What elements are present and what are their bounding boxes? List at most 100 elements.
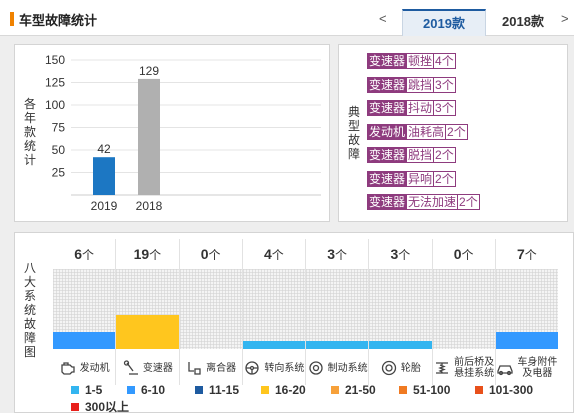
legend-label: 300以上 <box>85 400 130 413</box>
system-column[interactable]: 6个 发动机 <box>53 239 116 387</box>
system-bar-fill <box>495 332 558 349</box>
system-column[interactable]: 4个 转向系统 <box>242 239 305 387</box>
title-accent-bar <box>10 12 14 26</box>
y-tick-label: 100 <box>45 98 65 112</box>
x-tick-label: 2019 <box>91 199 118 213</box>
system-bar-fill <box>116 315 179 349</box>
legend-label: 11-15 <box>209 383 240 397</box>
bar-2018 <box>138 78 160 195</box>
legend-item: 1-5 <box>71 383 102 397</box>
prev-arrow-button[interactable]: < <box>379 11 387 26</box>
fault-name: 脱挡 <box>407 147 435 163</box>
y-tick-label: 50 <box>52 143 66 157</box>
yearly-chart-ylabel: 各年款统计 <box>23 97 36 167</box>
system-column[interactable]: 7个车身附件及电器 <box>495 239 558 387</box>
tab-2018[interactable]: 2018款 <box>502 14 544 29</box>
eight-systems-panel: 八大系统故障图 6个 发动机 19个 变速器 0个 离合器 4个 转向系统 3个 制动系统 3个 轮胎… <box>14 232 574 413</box>
fault-item[interactable]: 变速器 顿挫 4个 <box>367 53 456 69</box>
fault-name: 无法加速 <box>407 194 459 210</box>
column-divider <box>178 239 180 385</box>
system-label: 前后桥及悬挂系统 <box>433 351 495 385</box>
system-column[interactable]: 3个制动系统 <box>306 239 369 387</box>
system-bar-track <box>306 269 369 349</box>
gear-shifter-icon <box>123 360 138 375</box>
system-count-value: 3 <box>327 246 336 262</box>
y-tick-label: 125 <box>45 76 65 90</box>
fault-system: 变速器 <box>367 100 408 116</box>
clutch-pedal-icon <box>188 362 201 375</box>
legend-label: 101-300 <box>489 383 534 397</box>
fault-item[interactable]: 变速器 异响 2个 <box>367 170 456 187</box>
fault-system: 变速器 <box>367 170 408 187</box>
fault-name: 顿挫 <box>407 53 435 69</box>
system-name: 轮胎 <box>400 362 421 374</box>
legend-swatch <box>71 386 79 394</box>
fault-count: 3个 <box>434 76 456 93</box>
steering-wheel-icon <box>245 361 260 375</box>
fault-item[interactable]: 发动机 油耗高 2个 <box>367 123 468 140</box>
suspension-icon <box>435 362 448 374</box>
system-column[interactable]: 0个 离合器 <box>179 239 242 387</box>
system-bar-track <box>242 269 305 349</box>
fault-count: 2个 <box>458 194 480 210</box>
system-bar-fill <box>242 341 305 349</box>
fault-item[interactable]: 变速器 抖动 3个 <box>367 100 456 116</box>
tire-icon <box>381 360 397 376</box>
legend-label: 16-20 <box>275 383 306 397</box>
brake-disc-icon <box>308 361 323 375</box>
legend-swatch <box>399 386 407 394</box>
yearly-chart-panel: 各年款统计 25 50 75 100 125 150 42 2019 129 2018 <box>14 44 330 222</box>
fault-count: 2个 <box>434 170 456 187</box>
x-tick-label: 2018 <box>136 199 163 213</box>
fault-item[interactable]: 变速器 脱挡 2个 <box>367 147 456 163</box>
legend-swatch <box>71 403 79 411</box>
typical-faults-panel: 典型故障 变速器 顿挫 4个 变速器 跳挡 3个 变速器 抖动 3个 发动机 油耗高 2个 变速器 脱挡 2… <box>338 44 568 222</box>
next-arrow-button[interactable]: > <box>561 11 569 26</box>
system-bar-track <box>116 269 179 349</box>
system-count-value: 7 <box>516 246 525 262</box>
typical-faults-label: 典型故障 <box>347 105 360 161</box>
legend-swatch <box>195 386 203 394</box>
fault-item[interactable]: 变速器 跳挡 3个 <box>367 76 456 93</box>
fault-item[interactable]: 变速器 无法加速 2个 <box>367 194 480 210</box>
system-count: 19个 <box>116 239 178 269</box>
system-count-value: 3 <box>390 246 399 262</box>
system-name: 制动系统 <box>327 362 368 374</box>
system-label: 转向系统 <box>243 351 305 385</box>
legend-item: 21-50 <box>331 383 376 397</box>
yearly-bar-chart: 25 50 75 100 125 150 42 2019 129 2018 <box>45 53 321 213</box>
fault-count: 3个 <box>434 100 456 116</box>
fault-name: 跳挡 <box>407 76 435 93</box>
system-count-unit: 个 <box>335 248 348 262</box>
system-bar-track <box>432 269 495 349</box>
tab-2019[interactable]: 2019款 <box>402 9 486 36</box>
system-count: 3个 <box>369 239 431 269</box>
fault-system: 发动机 <box>367 123 408 140</box>
legend-swatch <box>475 386 483 394</box>
legend-item: 300以上 <box>71 400 129 413</box>
system-column[interactable]: 19个变速器 <box>116 239 179 387</box>
system-column[interactable]: 0个前后桥及悬挂系统 <box>432 239 495 387</box>
system-name: 变速器 <box>142 362 173 374</box>
fault-name: 异响 <box>407 170 435 187</box>
system-count-unit: 个 <box>461 248 474 262</box>
system-bar-track <box>495 269 558 349</box>
y-tick-label: 150 <box>45 53 65 67</box>
system-count-unit: 个 <box>208 248 221 262</box>
system-count-value: 0 <box>453 246 462 262</box>
system-count: 3个 <box>306 239 368 269</box>
fault-system: 变速器 <box>367 76 408 93</box>
system-column[interactable]: 3个轮胎 <box>369 239 432 387</box>
system-name: 车身附件及电器 <box>517 357 558 379</box>
fault-system: 变速器 <box>367 53 408 69</box>
system-label: 变速器 <box>116 351 178 385</box>
system-label: 离合器 <box>180 351 242 385</box>
system-count-unit: 个 <box>398 248 411 262</box>
system-count: 7个 <box>496 239 558 269</box>
column-divider <box>368 239 370 385</box>
system-count: 6个 <box>53 239 115 269</box>
column-divider <box>305 239 306 385</box>
system-count-value: 6 <box>74 246 83 262</box>
system-count-value: 19 <box>133 246 150 262</box>
car-body-icon <box>497 365 513 376</box>
